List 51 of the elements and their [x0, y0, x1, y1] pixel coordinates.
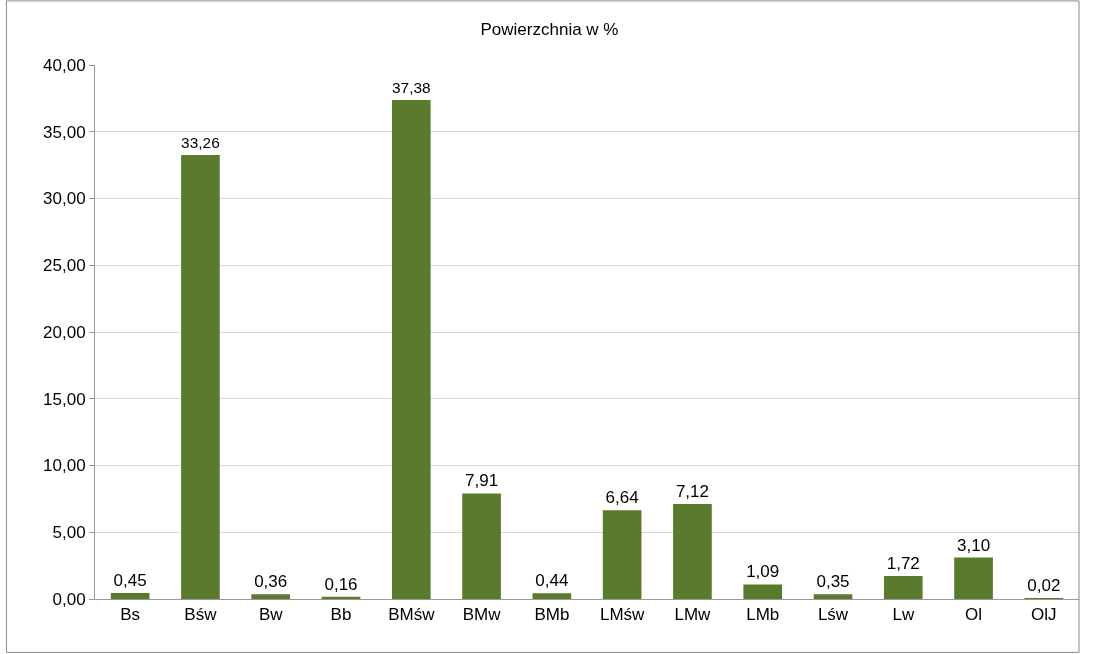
bar [462, 493, 501, 599]
data-label: 37,38 [391, 79, 431, 97]
bar [883, 576, 923, 599]
data-label: 0,45 [113, 570, 147, 590]
data-label: 1,72 [886, 554, 920, 574]
y-tick-label: 30,00 [43, 189, 86, 209]
x-tick-label: LMśw [599, 605, 646, 625]
x-tick-label: Bs [120, 605, 141, 625]
data-label: 0,35 [816, 572, 850, 592]
y-tick-label: 40,00 [43, 55, 86, 75]
bar [251, 594, 291, 599]
x-tick-label: Lw [892, 605, 915, 625]
bar [181, 154, 220, 599]
bar [391, 99, 431, 599]
bar [532, 593, 572, 599]
x-tick-label: BMb [534, 605, 570, 625]
data-label: 3,10 [957, 535, 991, 555]
bar [673, 503, 712, 599]
x-tick-label: Lśw [817, 605, 849, 625]
bar [110, 592, 150, 599]
bar [602, 510, 642, 599]
x-tick-label: OlJ [1031, 605, 1057, 625]
x-tick-label: Ol [965, 605, 983, 625]
y-tick-label: 20,00 [43, 322, 86, 342]
data-label: 1,09 [746, 562, 780, 582]
x-tick-label: LMw [674, 605, 712, 625]
x-tick-label: Bw [258, 605, 284, 625]
y-tick-label: 5,00 [52, 523, 86, 543]
chart-title: Powierzchnia w % [480, 19, 619, 39]
bar [813, 594, 853, 599]
x-tick-label: LMb [746, 605, 780, 625]
bar [954, 557, 993, 599]
bar [743, 584, 783, 599]
data-label: 33,26 [181, 134, 220, 152]
x-tick-label: BMw [462, 605, 502, 625]
data-label: 0,16 [324, 574, 358, 594]
bar [321, 596, 361, 599]
data-label: 0,44 [535, 571, 569, 591]
y-tick-label: 35,00 [43, 122, 86, 142]
data-label: 0,02 [1027, 576, 1061, 595]
data-label: 7,91 [465, 471, 499, 491]
data-label: 7,12 [675, 481, 709, 501]
data-label: 6,64 [605, 488, 639, 508]
y-tick-label: 10,00 [43, 456, 86, 476]
y-tick-label: 0,00 [52, 589, 86, 609]
x-tick-label: BMśw [388, 605, 436, 625]
x-tick-label: Bb [330, 605, 352, 625]
y-tick-label: 25,00 [43, 256, 86, 276]
data-label: 0,36 [254, 572, 288, 592]
y-tick-label: 15,00 [43, 389, 86, 409]
x-tick-label: Bśw [184, 605, 218, 625]
